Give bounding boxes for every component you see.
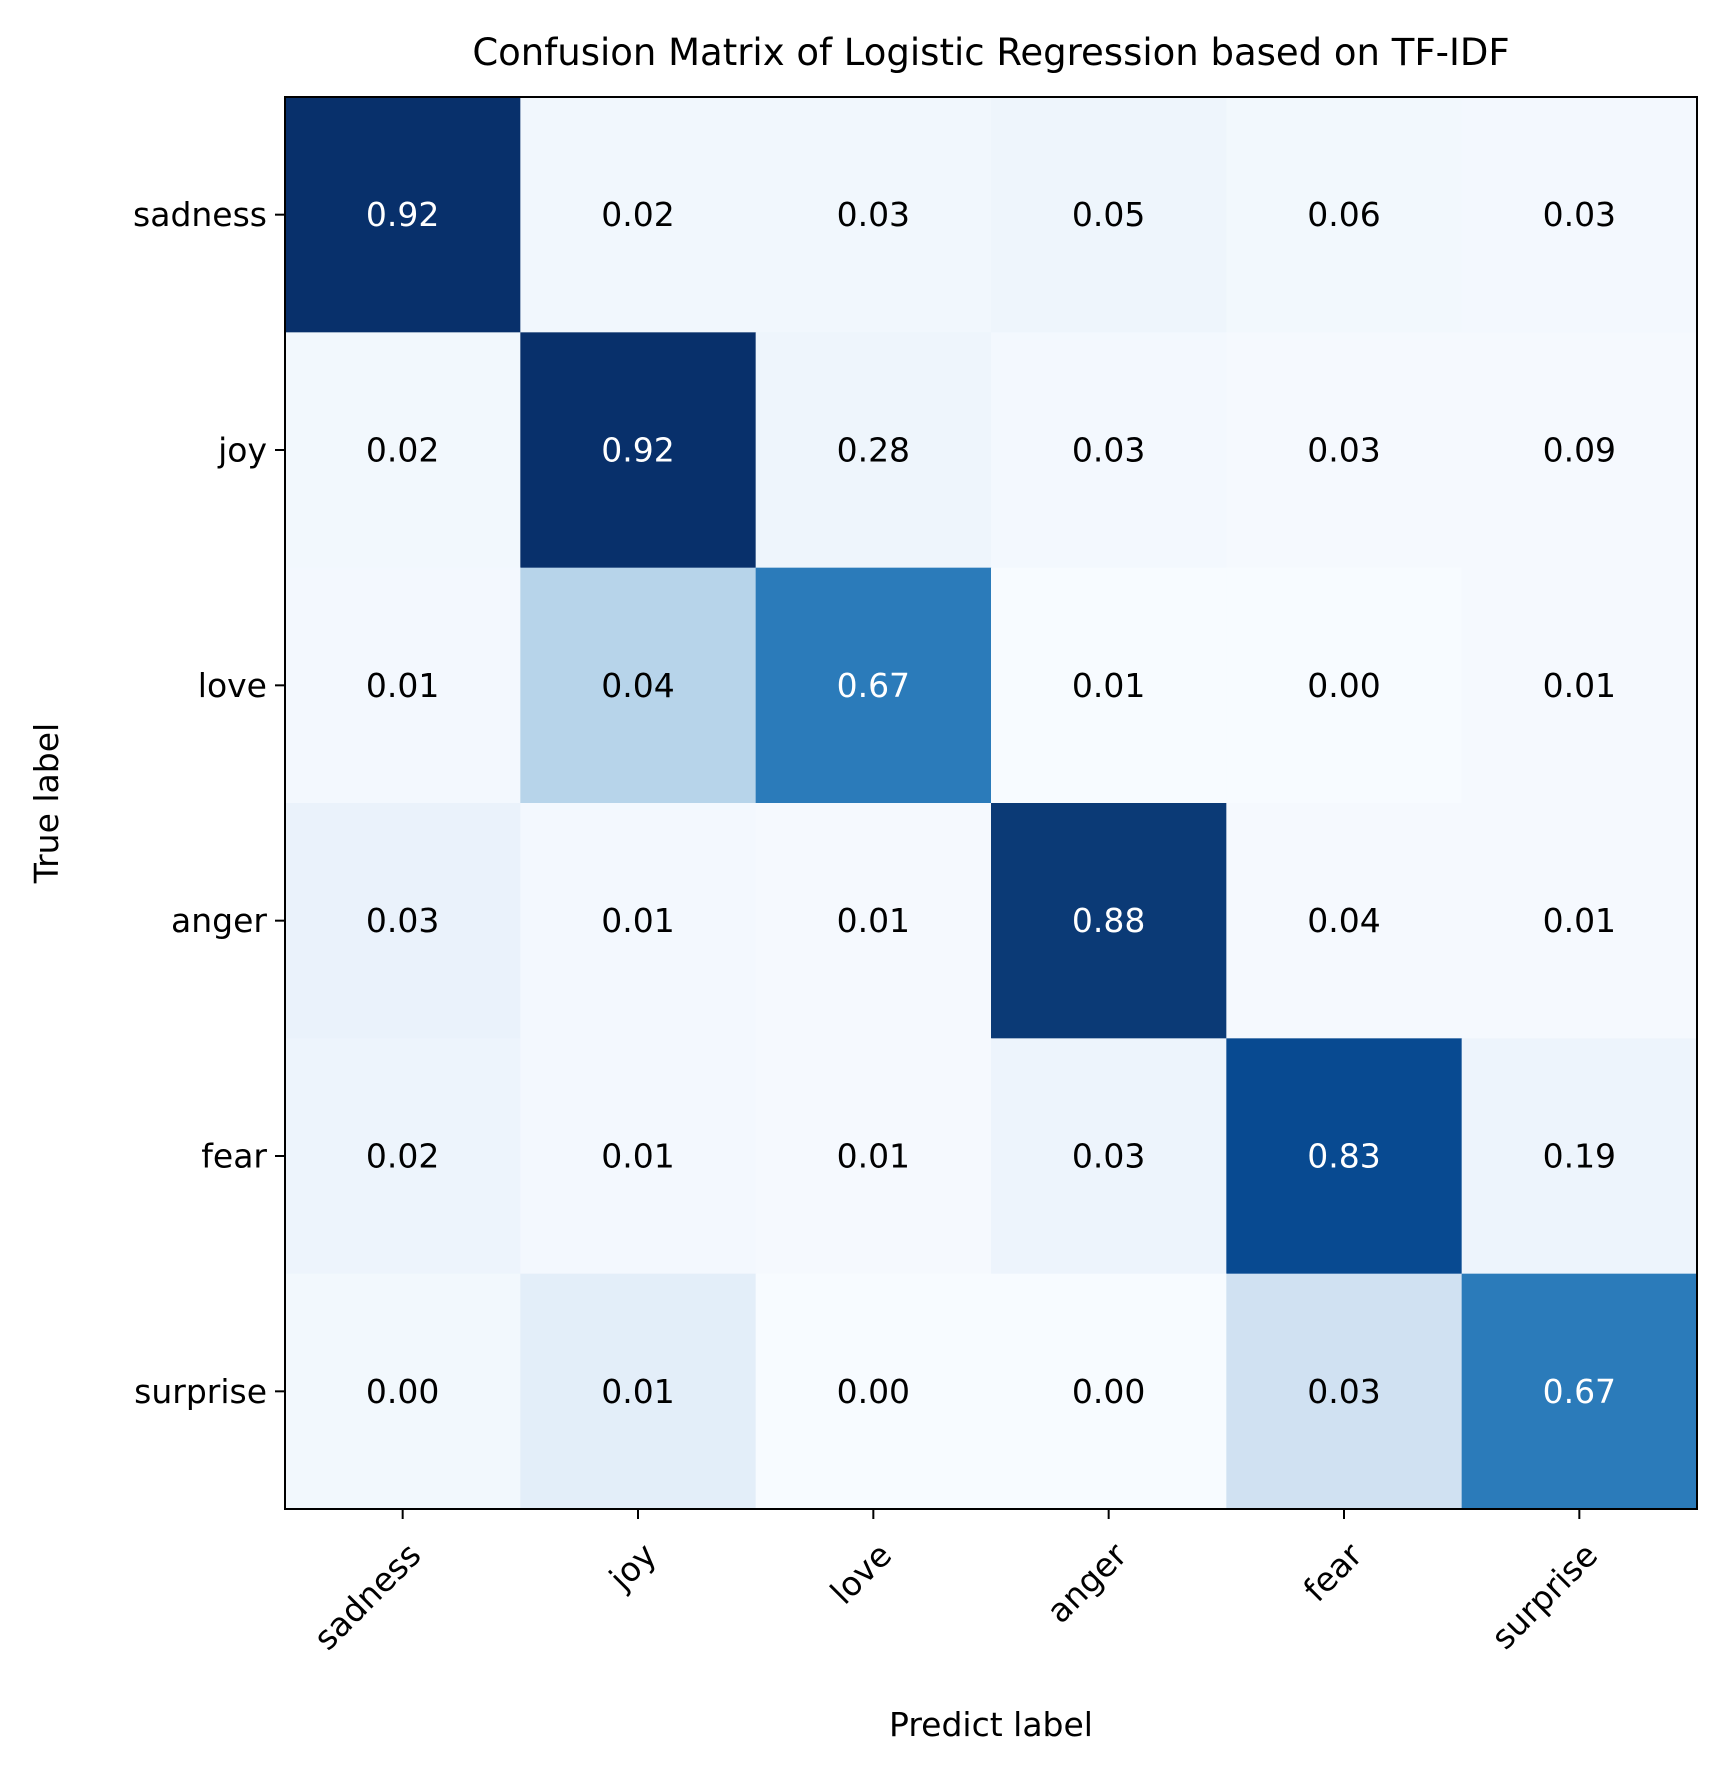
heatmap-cell	[285, 1038, 521, 1275]
cell-value-label: 0.00	[1307, 666, 1380, 705]
cell-value-label: 0.05	[1072, 195, 1145, 234]
heatmap-cell	[285, 1273, 521, 1510]
cell-value-label: 0.01	[366, 666, 439, 705]
y-tick-label: fear	[201, 1137, 267, 1176]
cell-value-label: 0.00	[366, 1372, 439, 1411]
cell-value-label: 0.04	[1307, 901, 1380, 940]
heatmap-cell	[1226, 1273, 1463, 1510]
y-tick-label: love	[198, 666, 267, 705]
y-tick-label: sadness	[133, 195, 267, 234]
heatmap-cell	[285, 97, 521, 333]
cell-value-label: 0.92	[601, 431, 674, 470]
cell-value-label: 0.09	[1543, 431, 1616, 470]
cell-value-label: 0.02	[366, 431, 439, 470]
heatmap-cell	[755, 567, 992, 804]
cell-value-label: 0.03	[1072, 431, 1145, 470]
cell-value-label: 0.01	[1072, 666, 1145, 705]
heatmap-cell	[285, 332, 521, 569]
cell-value-label: 0.19	[1543, 1137, 1616, 1176]
cell-value-label: 0.01	[837, 901, 910, 940]
cell-value-label: 0.03	[837, 195, 910, 234]
chart-title: Confusion Matrix of Logistic Regression …	[472, 31, 1509, 74]
heatmap-cell	[1461, 1273, 1698, 1510]
cell-value-label: 0.01	[601, 1372, 674, 1411]
cell-value-label: 0.00	[837, 1372, 910, 1411]
cell-value-label: 0.02	[601, 195, 674, 234]
cell-value-label: 0.01	[601, 1137, 674, 1176]
heatmap-cells	[285, 97, 1698, 1510]
cell-value-label: 0.92	[366, 195, 439, 234]
heatmap-cell	[1226, 803, 1463, 1039]
heatmap-cell	[991, 1038, 1227, 1275]
cell-value-label: 0.04	[601, 666, 674, 705]
cell-value-labels: 0.92 0.02 0.03 0.05 0.06 0.03 0.02 0.92 0.28 0.03…	[366, 195, 1616, 1411]
heatmap-cell	[755, 1273, 992, 1510]
cell-value-label: 0.03	[1307, 1372, 1380, 1411]
heatmap-cell	[1461, 332, 1698, 569]
cell-value-label: 0.03	[366, 901, 439, 940]
cell-value-label: 0.67	[1543, 1372, 1616, 1411]
cell-value-label: 0.00	[1072, 1372, 1145, 1411]
x-tick-label: fear	[1296, 1535, 1370, 1609]
cell-value-label: 0.67	[837, 666, 910, 705]
heatmap-cell	[285, 567, 521, 804]
heatmap-cell	[1226, 567, 1463, 804]
cell-value-label: 0.03	[1307, 431, 1380, 470]
y-tick-label: anger	[171, 901, 267, 940]
cell-value-label: 0.83	[1307, 1137, 1380, 1176]
cell-value-label: 0.02	[366, 1137, 439, 1176]
x-axis: sadness joy love anger fear surprise	[306, 1509, 1605, 1658]
heatmap-cell	[991, 97, 1227, 333]
heatmap-cell	[755, 332, 992, 569]
heatmap-cell	[1461, 1038, 1698, 1275]
cell-value-label: 0.06	[1307, 195, 1380, 234]
cell-value-label: 0.01	[837, 1137, 910, 1176]
x-tick-label: sadness	[306, 1535, 428, 1657]
heatmap-cell	[520, 803, 757, 1039]
y-axis-label: True label	[27, 723, 66, 884]
cell-value-label: 0.01	[601, 901, 674, 940]
heatmap-cell	[520, 567, 757, 804]
heatmap-cell	[991, 332, 1227, 569]
heatmap-cell	[1226, 1038, 1463, 1275]
cell-value-label: 0.88	[1072, 901, 1145, 940]
heatmap-cell	[991, 1273, 1227, 1510]
x-tick-label: surprise	[1484, 1535, 1606, 1657]
cell-value-label: 0.01	[1543, 901, 1616, 940]
x-tick-label: joy	[601, 1535, 664, 1598]
heatmap-cell	[991, 803, 1227, 1039]
heatmap-cell	[1226, 97, 1463, 333]
heatmap-cell	[1461, 803, 1698, 1039]
heatmap-cell	[520, 1038, 757, 1275]
heatmap-cell	[520, 97, 757, 333]
x-axis-label: Predict label	[889, 1705, 1093, 1744]
cell-value-label: 0.28	[837, 431, 910, 470]
heatmap-cell	[1461, 567, 1698, 804]
heatmap-cell	[755, 97, 992, 333]
y-tick-label: surprise	[134, 1372, 267, 1411]
heatmap-cell	[755, 803, 992, 1039]
heatmap-cell	[1226, 332, 1463, 569]
cell-value-label: 0.03	[1543, 195, 1616, 234]
cell-value-label: 0.01	[1543, 666, 1616, 705]
plot-frame	[284, 96, 1698, 1510]
heatmap-cell	[520, 332, 757, 569]
y-axis: sadness joy love anger fear surprise	[133, 195, 285, 1411]
heatmap-cell	[520, 1273, 757, 1510]
x-tick-label: love	[823, 1535, 900, 1612]
cell-value-label: 0.03	[1072, 1137, 1145, 1176]
heatmap-cell	[991, 567, 1227, 804]
heatmap-cell	[755, 1038, 992, 1275]
y-tick-label: joy	[217, 431, 267, 470]
heatmap-cell	[1461, 97, 1698, 333]
x-tick-label: anger	[1039, 1535, 1135, 1631]
heatmap-cell	[285, 803, 521, 1039]
